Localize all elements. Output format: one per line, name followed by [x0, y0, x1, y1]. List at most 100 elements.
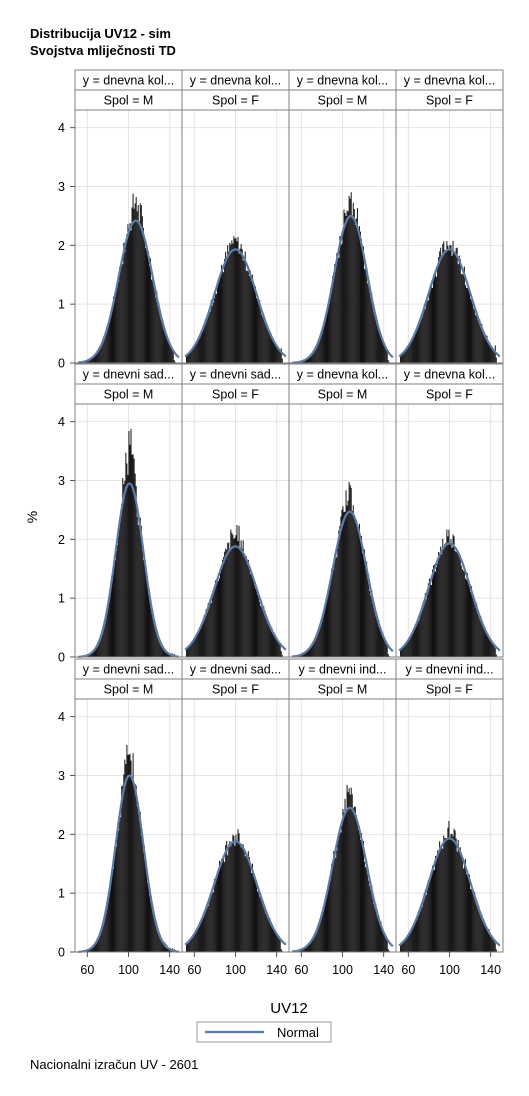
histogram-bar	[311, 353, 313, 363]
histogram-bar	[210, 602, 212, 657]
histogram-bar	[349, 794, 351, 952]
histogram-bar	[149, 599, 151, 657]
normal-curve	[291, 510, 394, 658]
histogram-bar	[469, 584, 470, 657]
histogram-bar	[111, 584, 112, 657]
histogram-bar	[101, 633, 103, 657]
histogram-bar	[133, 208, 135, 363]
histogram-bar	[418, 914, 420, 952]
histogram-bar	[469, 874, 470, 952]
histogram-bar	[491, 642, 493, 657]
histogram-bar	[142, 227, 144, 363]
histogram-bar	[462, 868, 464, 952]
histogram-bar	[331, 863, 333, 952]
histogram-bar	[233, 538, 235, 657]
histogram-bar	[112, 865, 113, 952]
histogram-bar	[426, 591, 428, 657]
histogram-bar	[190, 351, 192, 363]
histogram-bar	[471, 300, 473, 363]
histogram-bar	[237, 541, 239, 657]
histogram-bar	[458, 255, 460, 363]
histogram-bar	[473, 308, 475, 363]
histogram-bar	[484, 333, 486, 363]
histogram-bar	[419, 322, 421, 363]
histogram-bar	[444, 250, 446, 363]
histogram-bar	[275, 344, 277, 363]
histogram-bar	[236, 241, 238, 363]
histogram-bar	[249, 866, 251, 952]
histogram-bar	[117, 545, 119, 657]
histogram-bar	[258, 891, 260, 952]
histogram-bar	[449, 245, 451, 363]
histogram-bar	[269, 332, 271, 363]
histogram-bar	[212, 302, 214, 363]
histogram-bar	[153, 615, 155, 657]
histogram-bars	[400, 240, 497, 363]
histogram-bar	[89, 948, 91, 952]
histogram-bar	[99, 347, 101, 363]
histogram-bar	[143, 240, 145, 363]
histogram-bar	[478, 318, 480, 363]
histogram-bar	[202, 917, 204, 952]
histogram-bar	[198, 338, 200, 363]
histogram-bar	[329, 883, 331, 952]
histogram-bar	[97, 937, 99, 952]
histogram-bar	[341, 243, 343, 363]
histogram-bar	[365, 867, 367, 952]
histogram-bar	[256, 881, 258, 952]
histogram-bar	[423, 893, 425, 952]
histogram-bar	[140, 835, 142, 952]
normal-curve	[398, 837, 501, 947]
histogram-bar	[205, 609, 207, 657]
histogram-bar	[219, 578, 220, 657]
histogram-bar	[271, 627, 273, 657]
histogram-bar	[371, 885, 373, 952]
histogram-bar	[215, 293, 217, 363]
histogram-bar	[417, 621, 419, 657]
histogram-bar	[90, 358, 92, 363]
histogram-bar	[199, 337, 201, 363]
normal-curve	[78, 774, 180, 953]
histogram-bar	[144, 861, 146, 952]
histogram-bar	[357, 528, 359, 657]
histogram-bar	[119, 525, 121, 657]
histogram-bar	[312, 352, 314, 363]
histogram-bar	[262, 609, 264, 657]
histogram-bar	[230, 846, 232, 952]
histogram-bar	[118, 526, 120, 657]
histogram-bar	[460, 274, 462, 363]
histogram-bar	[281, 655, 283, 657]
histogram-bar	[359, 231, 361, 363]
histogram-bar	[480, 326, 482, 363]
histogram-bar	[250, 572, 252, 657]
strip-variable-label: y = dnevni ind...	[299, 663, 387, 677]
histogram-bar	[190, 939, 192, 952]
histogram-bar	[455, 552, 457, 657]
histogram-bar	[239, 550, 241, 657]
strip-variable-label: y = dnevni sad...	[83, 368, 174, 382]
histogram-bar	[359, 537, 361, 657]
histogram-bar	[318, 922, 320, 952]
histogram-bar	[421, 317, 423, 363]
histogram-bar	[459, 847, 461, 952]
histogram-bar	[443, 835, 445, 952]
histogram-bar	[195, 931, 197, 952]
y-tick-label: 0	[58, 946, 65, 960]
histogram-bar	[469, 289, 470, 363]
histogram-bar	[256, 298, 258, 363]
histogram-bar	[141, 841, 143, 952]
histogram-bar	[250, 872, 252, 952]
histogram-bar	[345, 813, 347, 952]
histogram-bar	[387, 654, 389, 657]
strip-variable-label: y = dnevni sad...	[190, 368, 281, 382]
histogram-bar	[484, 924, 486, 952]
histogram-bar	[142, 851, 144, 952]
histogram-bar	[328, 593, 330, 657]
histogram-bar	[450, 538, 452, 657]
histogram-bar	[337, 836, 339, 952]
histogram-bar	[105, 911, 107, 952]
histogram-bar	[410, 341, 412, 363]
histogram-bar	[193, 640, 195, 657]
histogram-bar	[354, 807, 356, 952]
histogram-bar	[355, 815, 357, 952]
